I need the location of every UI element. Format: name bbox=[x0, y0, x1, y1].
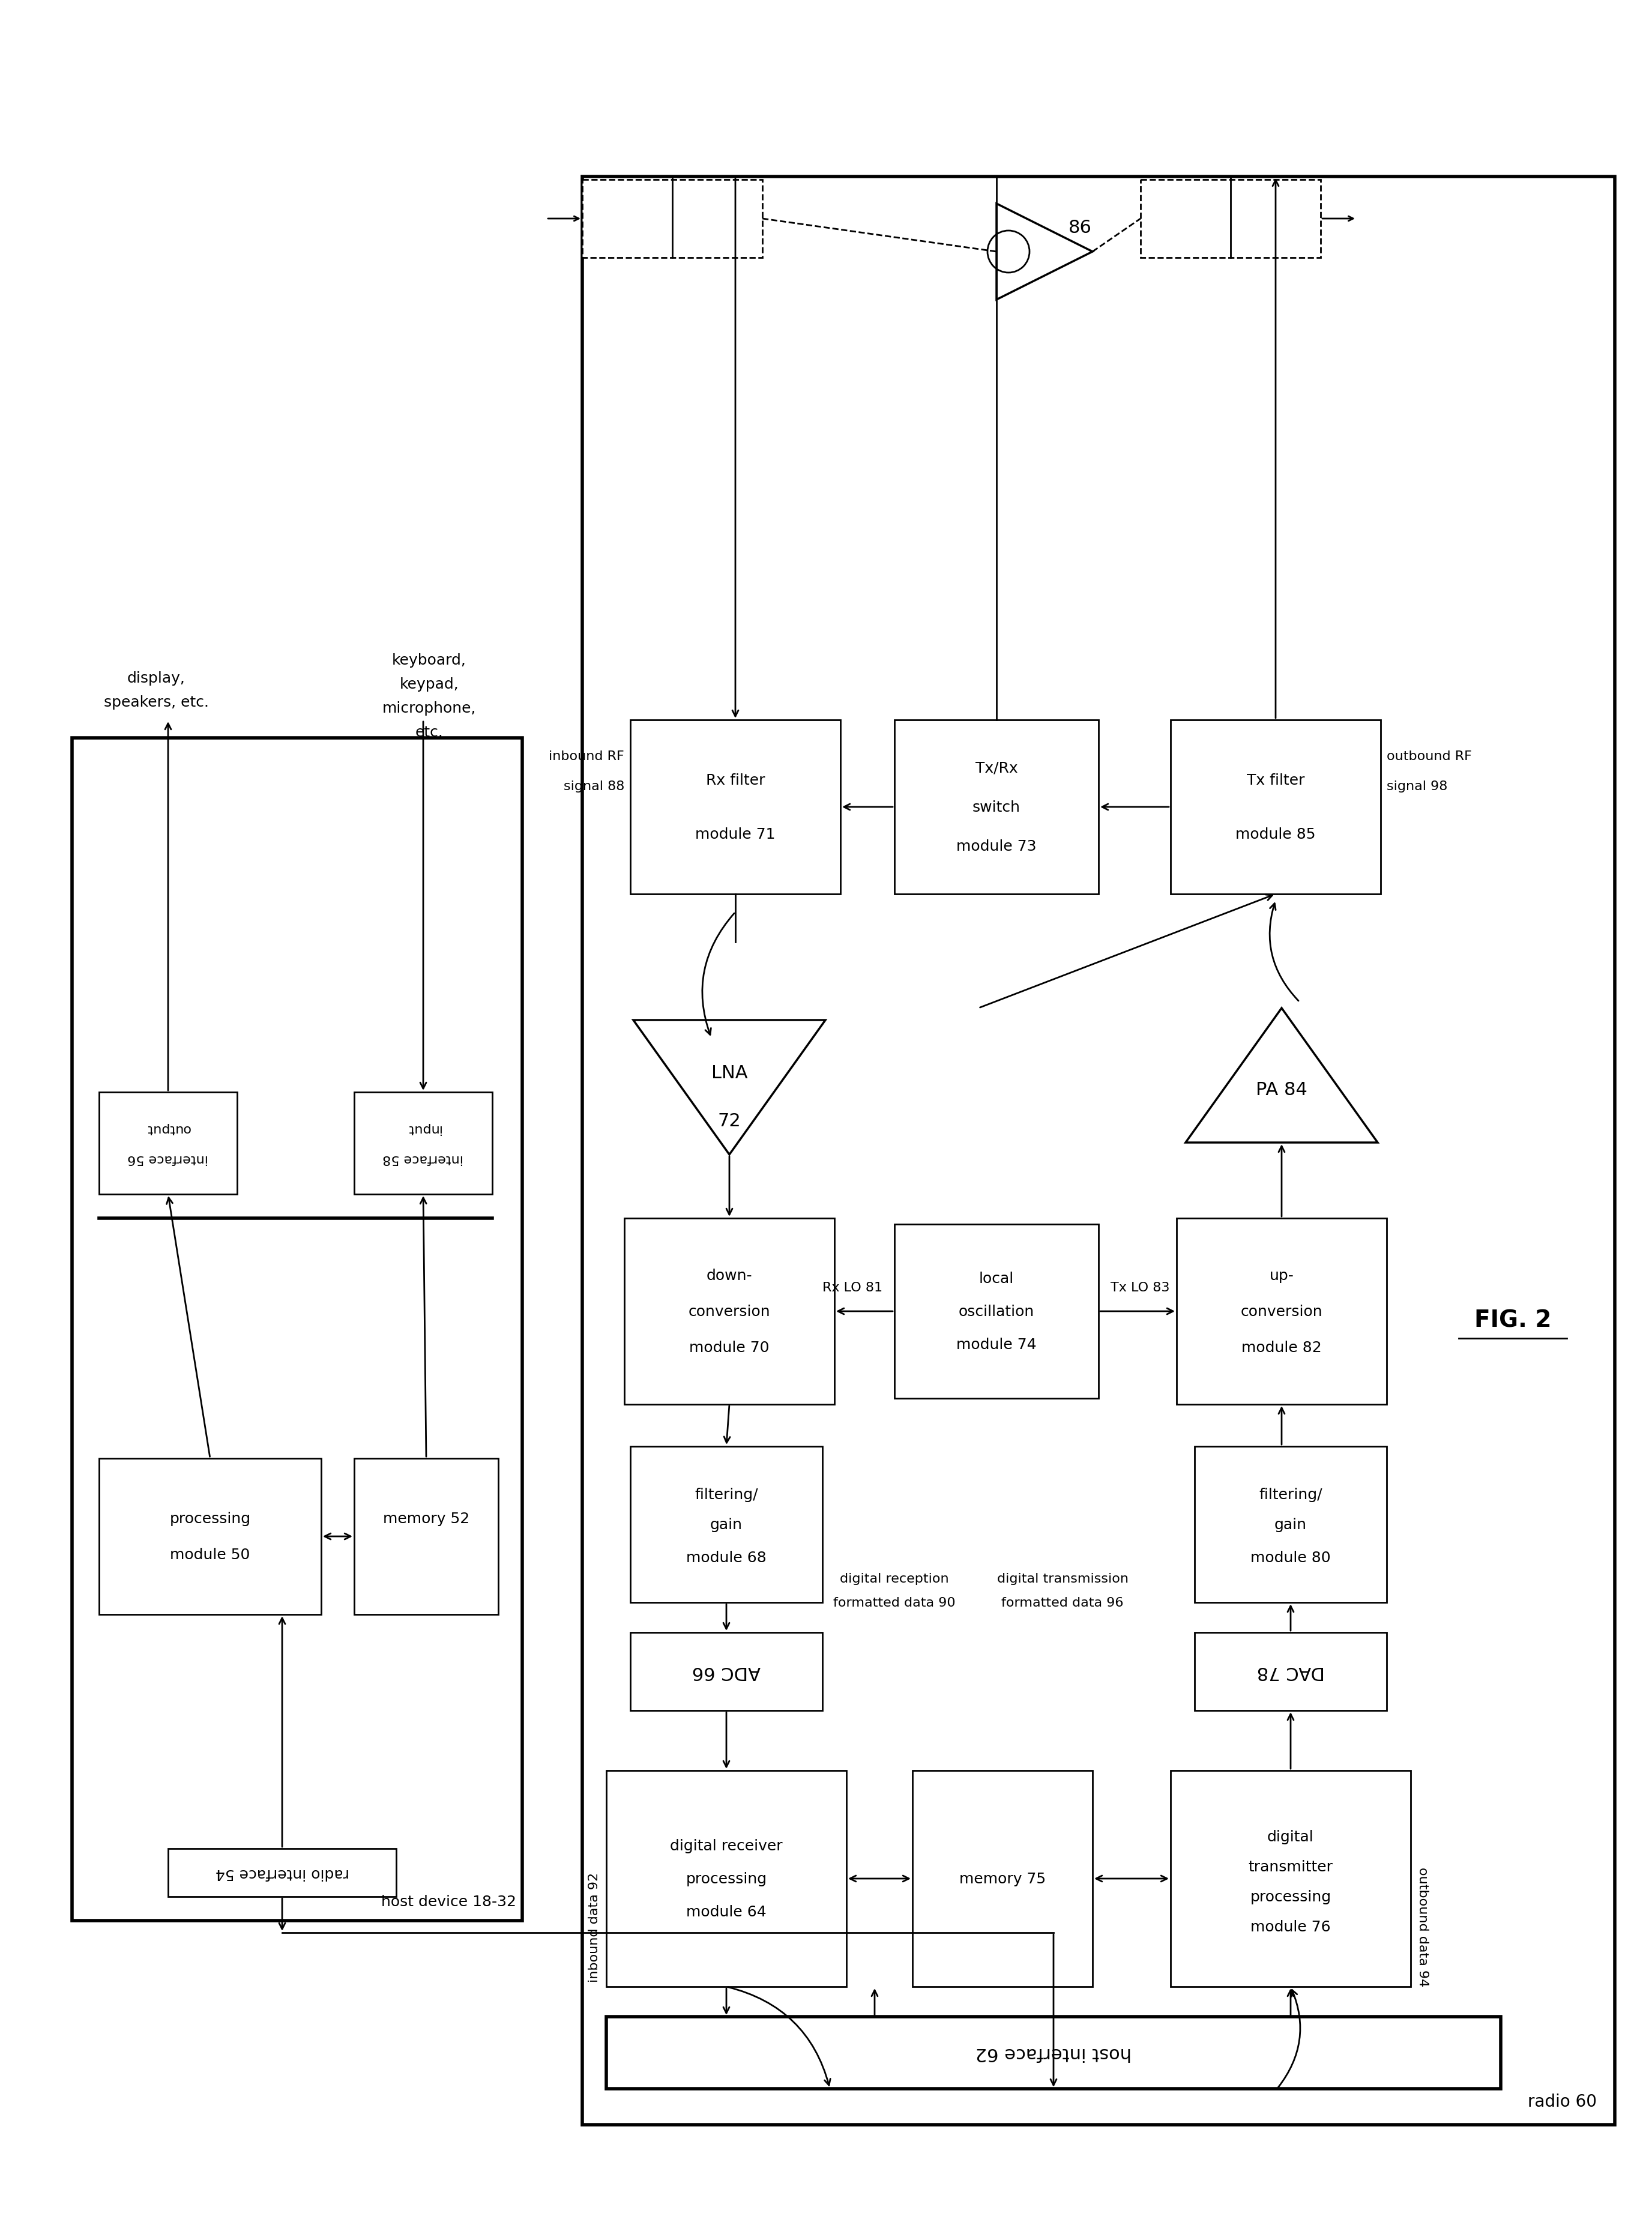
Text: switch: switch bbox=[973, 800, 1021, 815]
Text: module 68: module 68 bbox=[686, 1551, 767, 1564]
Text: module 85: module 85 bbox=[1236, 827, 1315, 842]
Bar bbox=[1176, 1219, 1386, 1404]
Text: conversion: conversion bbox=[1241, 1303, 1323, 1319]
Text: LNA: LNA bbox=[710, 1065, 748, 1083]
Text: display,: display, bbox=[127, 671, 185, 686]
Text: module 50: module 50 bbox=[170, 1548, 249, 1562]
Text: gain: gain bbox=[1274, 1517, 1307, 1533]
Text: interface 58: interface 58 bbox=[383, 1152, 464, 1165]
Text: formatted data 96: formatted data 96 bbox=[1001, 1597, 1123, 1609]
Text: conversion: conversion bbox=[689, 1303, 770, 1319]
Text: DAC 78: DAC 78 bbox=[1257, 1662, 1325, 1680]
Text: host device 18-32: host device 18-32 bbox=[382, 1894, 517, 1909]
Bar bbox=[894, 720, 1099, 893]
Bar bbox=[1171, 720, 1381, 893]
Text: module 64: module 64 bbox=[686, 1905, 767, 1918]
Text: inbound data 92: inbound data 92 bbox=[588, 1872, 600, 1981]
Text: speakers, etc.: speakers, etc. bbox=[104, 695, 208, 709]
Bar bbox=[1194, 1446, 1386, 1602]
Bar bbox=[582, 180, 762, 258]
Bar bbox=[354, 1459, 499, 1615]
Text: 72: 72 bbox=[717, 1112, 742, 1130]
Text: signal 98: signal 98 bbox=[1386, 780, 1447, 793]
Text: processing: processing bbox=[686, 1872, 767, 1885]
Text: FIG. 2: FIG. 2 bbox=[1474, 1310, 1551, 1332]
Text: radio interface 54: radio interface 54 bbox=[215, 1865, 349, 1880]
Bar bbox=[912, 1771, 1092, 1987]
Text: formatted data 90: formatted data 90 bbox=[833, 1597, 955, 1609]
Text: keyboard,: keyboard, bbox=[392, 653, 466, 668]
Text: radio 60: radio 60 bbox=[1528, 2092, 1597, 2110]
Text: digital: digital bbox=[1267, 1829, 1313, 1845]
Bar bbox=[1171, 1771, 1411, 1987]
Text: 86: 86 bbox=[1069, 218, 1092, 236]
Bar bbox=[1194, 1633, 1386, 1711]
Text: memory 52: memory 52 bbox=[383, 1511, 469, 1526]
Bar bbox=[73, 737, 522, 1921]
Text: microphone,: microphone, bbox=[382, 702, 476, 715]
Text: interface 56: interface 56 bbox=[127, 1152, 208, 1165]
Text: filtering/: filtering/ bbox=[695, 1488, 758, 1502]
Bar bbox=[624, 1219, 834, 1404]
Text: module 71: module 71 bbox=[695, 827, 775, 842]
Text: inbound RF: inbound RF bbox=[548, 751, 624, 762]
Text: module 82: module 82 bbox=[1241, 1341, 1322, 1355]
Text: input: input bbox=[406, 1123, 441, 1134]
Text: host interface 62: host interface 62 bbox=[975, 2043, 1132, 2061]
Text: etc.: etc. bbox=[415, 724, 443, 740]
Bar bbox=[631, 1633, 823, 1711]
Bar bbox=[631, 720, 841, 893]
Text: memory 75: memory 75 bbox=[960, 1872, 1046, 1885]
Text: outbound RF: outbound RF bbox=[1386, 751, 1472, 762]
Text: filtering/: filtering/ bbox=[1259, 1488, 1322, 1502]
Bar bbox=[606, 2016, 1500, 2090]
Bar bbox=[169, 1849, 396, 1896]
Bar bbox=[894, 1225, 1099, 1399]
Text: ADC 66: ADC 66 bbox=[692, 1662, 760, 1680]
Text: processing: processing bbox=[170, 1511, 251, 1526]
Text: keypad,: keypad, bbox=[400, 677, 459, 691]
Text: processing: processing bbox=[1251, 1889, 1332, 1905]
Text: digital transmission: digital transmission bbox=[996, 1573, 1128, 1584]
Text: transmitter: transmitter bbox=[1249, 1860, 1333, 1874]
Text: module 76: module 76 bbox=[1251, 1921, 1332, 1934]
Text: outbound data 94: outbound data 94 bbox=[1417, 1867, 1429, 1987]
Text: Tx LO 83: Tx LO 83 bbox=[1110, 1281, 1170, 1294]
Bar bbox=[354, 1092, 492, 1194]
Text: output: output bbox=[145, 1123, 190, 1134]
Text: gain: gain bbox=[710, 1517, 742, 1533]
Bar bbox=[631, 1446, 823, 1602]
Text: Tx filter: Tx filter bbox=[1247, 773, 1305, 786]
Text: PA 84: PA 84 bbox=[1256, 1081, 1307, 1098]
Text: Tx/Rx: Tx/Rx bbox=[975, 762, 1018, 775]
Text: oscillation: oscillation bbox=[958, 1303, 1034, 1319]
Bar bbox=[582, 176, 1614, 2126]
Bar bbox=[1140, 180, 1320, 258]
Text: digital reception: digital reception bbox=[839, 1573, 948, 1584]
Text: Rx filter: Rx filter bbox=[705, 773, 765, 786]
Text: module 70: module 70 bbox=[689, 1341, 770, 1355]
Text: module 73: module 73 bbox=[957, 840, 1036, 853]
Text: down-: down- bbox=[707, 1268, 752, 1283]
Text: module 74: module 74 bbox=[957, 1337, 1036, 1352]
Text: digital receiver: digital receiver bbox=[671, 1838, 783, 1854]
Text: local: local bbox=[980, 1272, 1014, 1286]
Text: Rx LO 81: Rx LO 81 bbox=[823, 1281, 882, 1294]
Bar bbox=[99, 1092, 238, 1194]
Bar bbox=[606, 1771, 846, 1987]
Text: signal 88: signal 88 bbox=[563, 780, 624, 793]
Text: up-: up- bbox=[1269, 1268, 1294, 1283]
Bar bbox=[99, 1459, 320, 1615]
Text: module 80: module 80 bbox=[1251, 1551, 1332, 1564]
